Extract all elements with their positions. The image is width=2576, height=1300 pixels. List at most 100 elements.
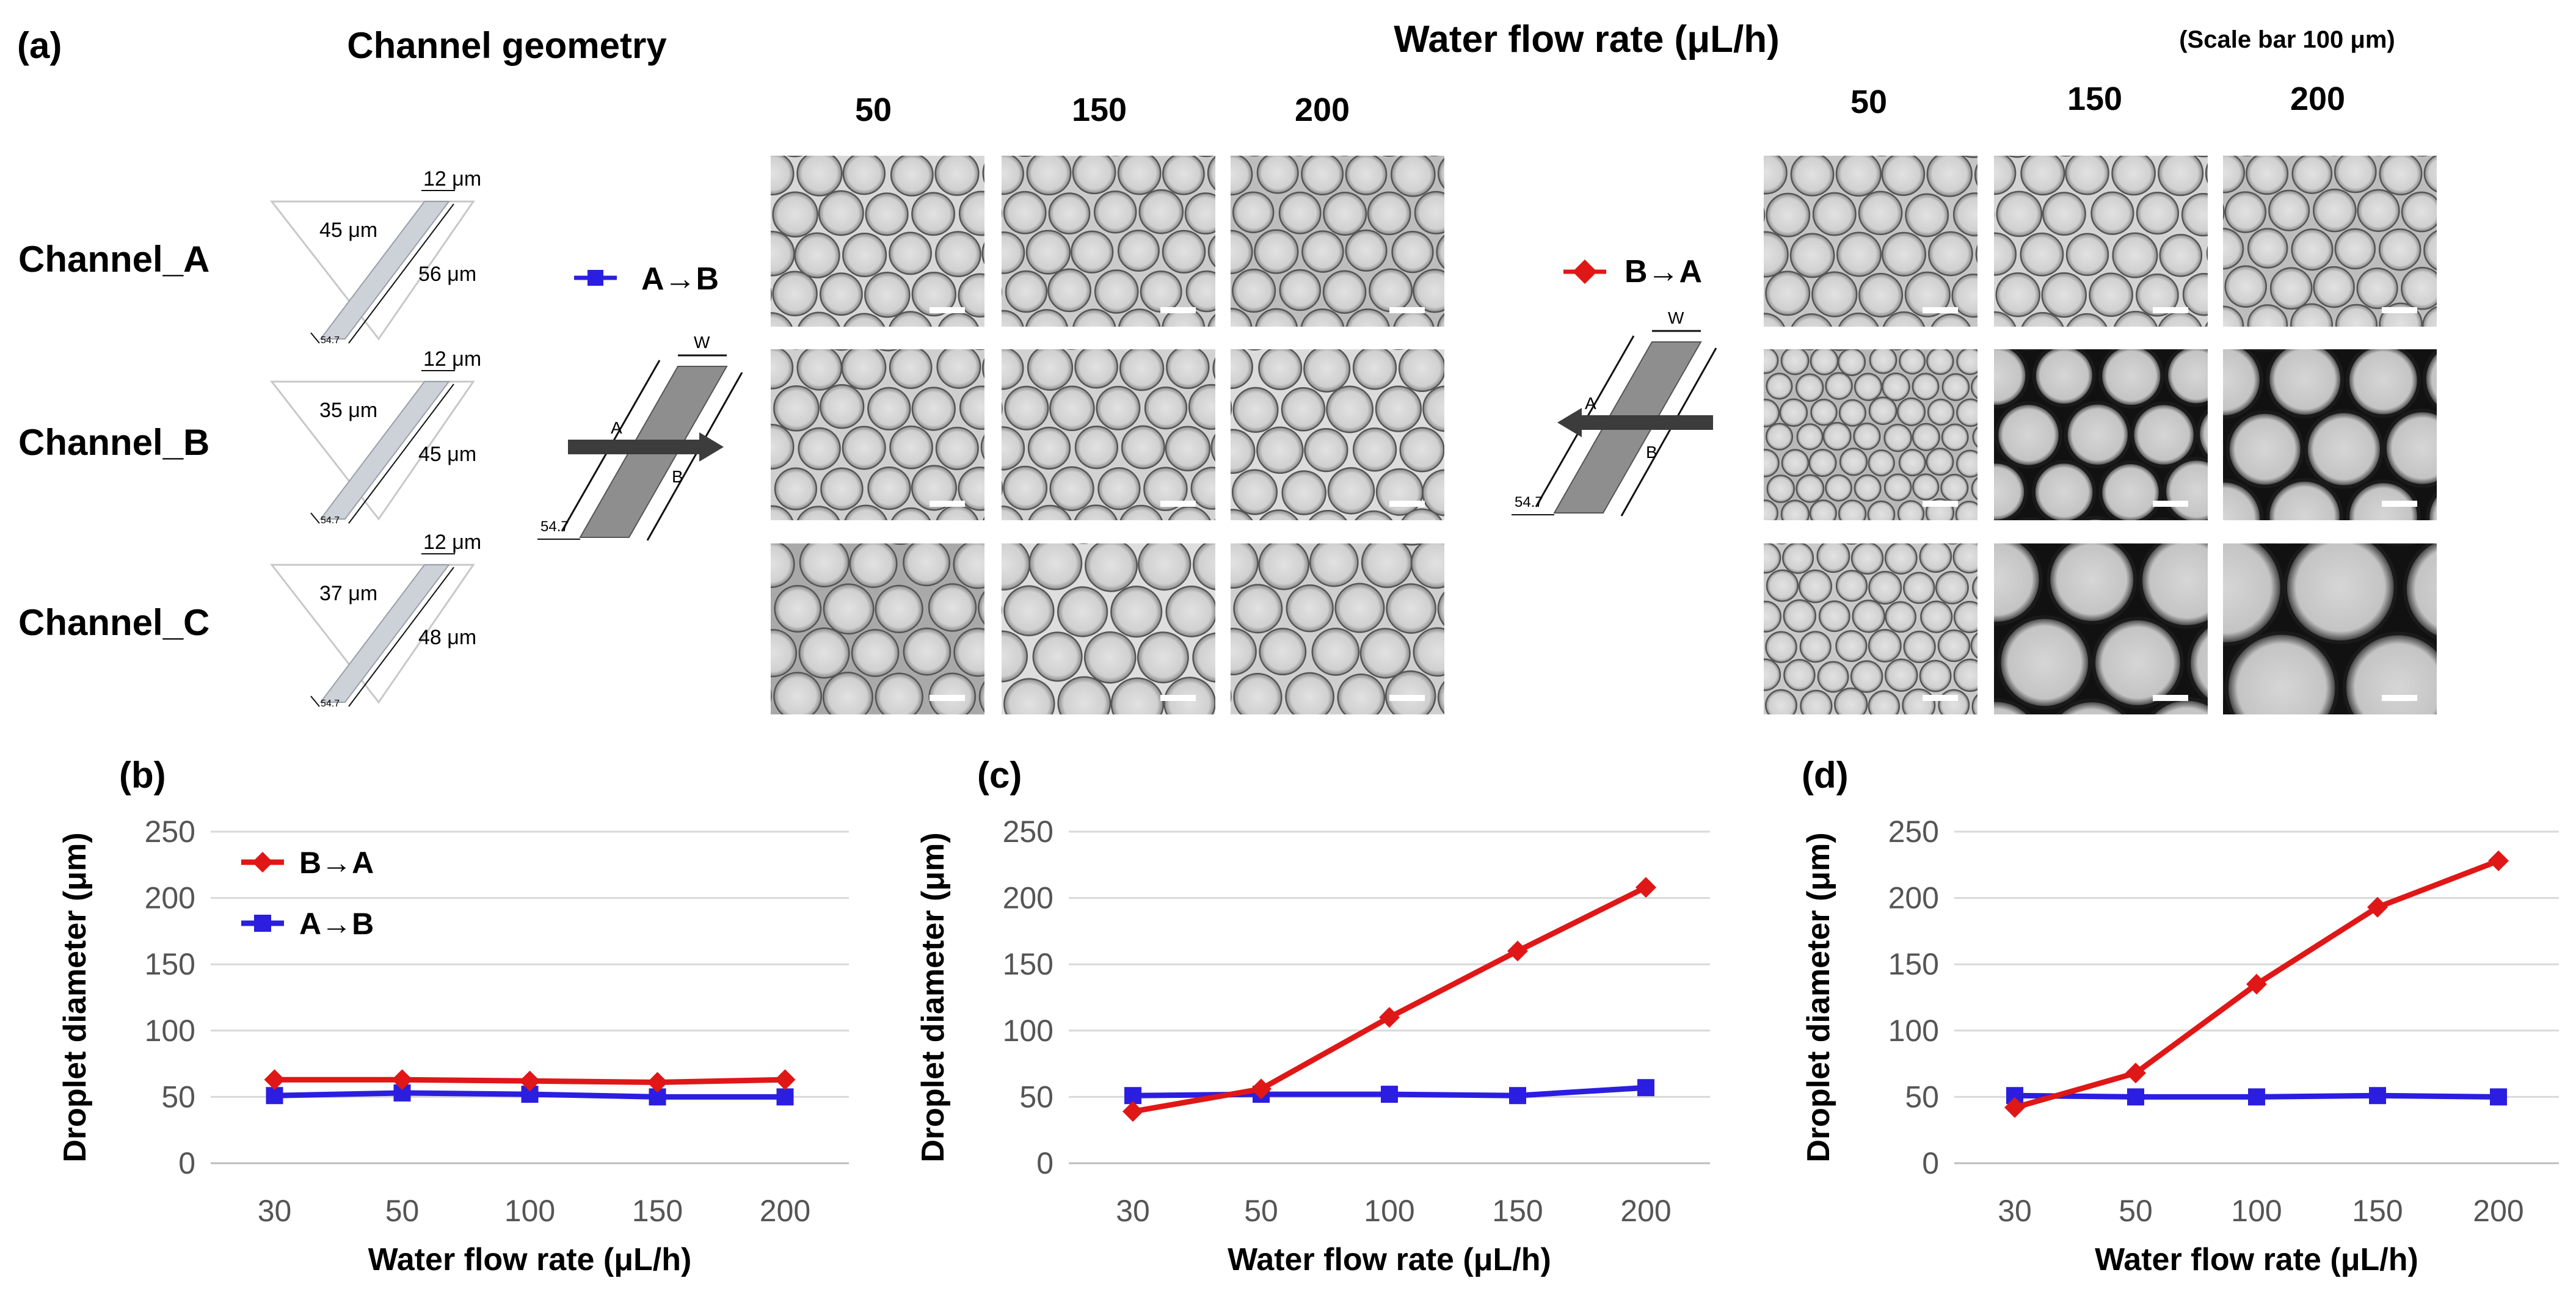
droplet (1401, 543, 1422, 546)
droplet (1117, 156, 1162, 195)
droplet (1839, 448, 1868, 476)
droplet (722, 495, 771, 545)
droplet (1232, 191, 1275, 233)
droplet (953, 543, 984, 589)
droplet (2064, 401, 2132, 468)
side-b-label: B (672, 467, 683, 486)
droplet (2223, 349, 2263, 419)
droplet (1185, 270, 1215, 313)
y-tick-label: 100 (1888, 1014, 1939, 1048)
droplet (1884, 543, 1918, 575)
droplet (1852, 599, 1885, 633)
channel-b-geometry-diagram: 12 μm 35 μm 45 μm 54.7 (269, 347, 481, 526)
droplet (1850, 660, 1883, 693)
droplet (2020, 156, 2065, 196)
droplet (1834, 687, 1868, 714)
droplet (1094, 269, 1139, 314)
droplet (890, 156, 934, 197)
droplet (903, 627, 951, 676)
droplet (2268, 189, 2310, 231)
droplet (823, 583, 875, 635)
droplet (889, 311, 932, 327)
channel-a-geometry-diagram: 12 μm 45 μm 56 μm 54.7 (269, 167, 481, 346)
droplet (1899, 349, 1926, 375)
droplet (773, 385, 820, 432)
droplet (1025, 230, 1071, 275)
droplet (1188, 114, 1231, 157)
droplet (1285, 672, 1334, 714)
droplet (1764, 658, 1781, 691)
droplet (1281, 387, 1326, 432)
x-tick-label: 150 (632, 1194, 683, 1228)
droplet (2421, 306, 2437, 327)
droplet (2018, 349, 2041, 352)
droplet (1304, 427, 1348, 473)
droplet (1369, 268, 1413, 313)
droplet (1097, 467, 1141, 510)
droplet (844, 504, 887, 520)
droplet (1780, 499, 1810, 520)
x-tick-label: 30 (1116, 1194, 1150, 1228)
droplet (1002, 505, 1024, 520)
droplet (1765, 271, 1811, 316)
droplet (818, 190, 864, 236)
droplet (2335, 303, 2378, 327)
droplet (1231, 689, 1232, 703)
droplet (1281, 470, 1326, 515)
droplet (1971, 375, 1977, 399)
droplet (1994, 232, 2017, 276)
droplet (1736, 424, 1763, 451)
droplet (843, 313, 886, 327)
droplet (1904, 271, 1951, 318)
droplet (1883, 423, 1912, 452)
droplet (1047, 268, 1091, 313)
y-axis-label: Droplet diameter (μm) (57, 832, 93, 1162)
droplet (1003, 465, 1048, 510)
data-point-a-to-b (776, 1088, 794, 1106)
droplet (2059, 156, 2072, 157)
droplet (2313, 266, 2355, 308)
droplet (1764, 600, 1782, 633)
channel-length-label: 45 μm (418, 443, 476, 466)
droplet (1002, 426, 1025, 471)
droplet (1902, 688, 1936, 714)
diamond-marker-icon (1573, 260, 1597, 284)
droplet (1398, 349, 1444, 393)
data-point-b-to-a (1507, 940, 1528, 962)
droplet (796, 349, 843, 391)
droplet (1907, 111, 1949, 154)
droplet (1766, 372, 1793, 400)
droplet (2269, 267, 2313, 310)
side-a-label: A (1585, 394, 1596, 413)
droplet (1422, 469, 1444, 517)
droplet (1952, 112, 1995, 156)
droplet (1903, 572, 1935, 605)
droplet (2136, 191, 2180, 235)
channel-depth-label: 45 μm (319, 219, 377, 242)
droplet (1799, 631, 1832, 663)
scale-bar (1389, 501, 1425, 507)
droplet (2065, 156, 2109, 195)
droplet (1413, 269, 1444, 313)
y-tick-label: 200 (1003, 881, 1053, 915)
droplet (1232, 387, 1279, 433)
droplet (1869, 349, 1897, 374)
droplet (981, 242, 984, 264)
microscopy-image-right-row2-col2 (1994, 349, 2208, 520)
droplet (1822, 421, 1852, 451)
droplet (1119, 349, 1165, 391)
droplet (1937, 629, 1971, 663)
droplet (1322, 270, 1367, 314)
droplet (928, 583, 977, 632)
droplet (2111, 156, 2156, 196)
y-tick-label: 50 (1019, 1080, 1053, 1114)
droplet (786, 156, 803, 158)
droplet (2342, 631, 2437, 714)
droplet (1912, 473, 1940, 501)
droplet (1231, 156, 1253, 196)
droplet (2247, 228, 2288, 269)
droplet (1796, 423, 1824, 451)
droplet (1780, 349, 1810, 376)
droplet (842, 426, 886, 470)
droplet (2356, 267, 2398, 310)
